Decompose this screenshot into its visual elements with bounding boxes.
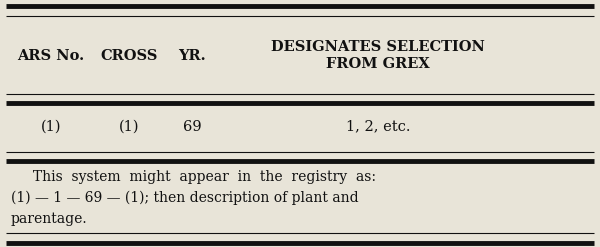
Text: YR.: YR. xyxy=(178,49,206,62)
Text: (1) — 1 — 69 — (1); then description of plant and: (1) — 1 — 69 — (1); then description of … xyxy=(11,190,358,205)
Text: CROSS: CROSS xyxy=(100,49,158,62)
Text: 1, 2, etc.: 1, 2, etc. xyxy=(346,120,410,134)
Text: (1): (1) xyxy=(41,120,61,134)
Text: ARS No.: ARS No. xyxy=(17,49,85,62)
Text: This  system  might  appear  in  the  registry  as:: This system might appear in the registry… xyxy=(11,170,376,184)
Text: DESIGNATES SELECTION
FROM GREX: DESIGNATES SELECTION FROM GREX xyxy=(271,40,485,71)
Text: 69: 69 xyxy=(182,120,202,134)
Text: (1): (1) xyxy=(119,120,139,134)
Text: parentage.: parentage. xyxy=(11,212,88,226)
